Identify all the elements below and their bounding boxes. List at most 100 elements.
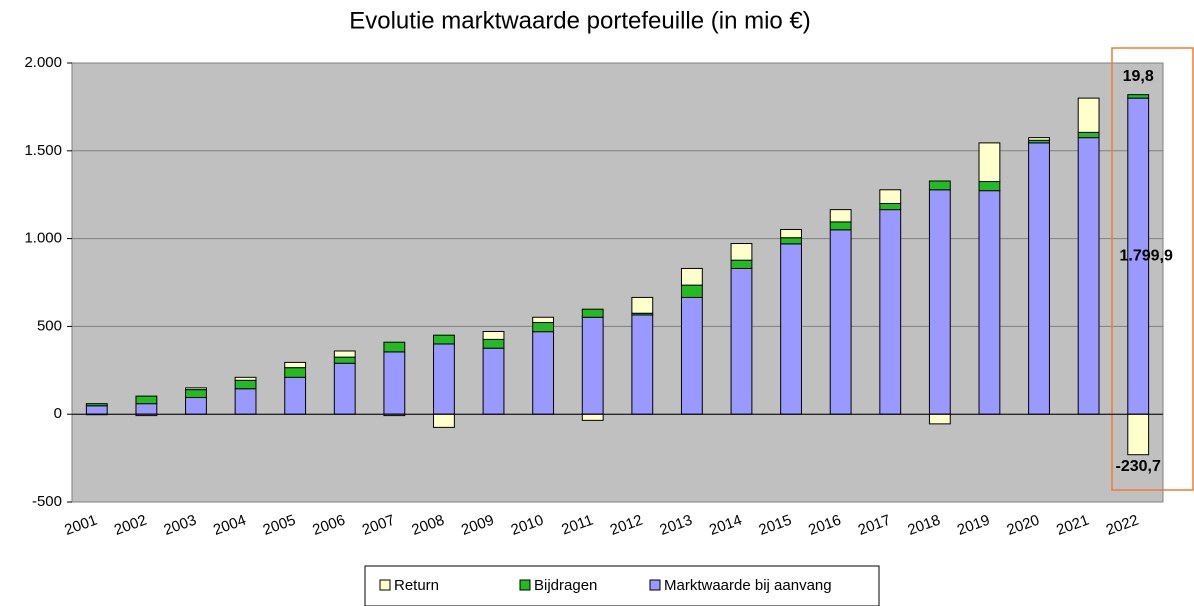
bar-segment bbox=[234, 376, 257, 381]
x-tick-label: 2014 bbox=[707, 512, 744, 539]
x-tick-label: 2022 bbox=[1104, 512, 1141, 539]
bar-segment bbox=[829, 229, 852, 415]
bar-segment bbox=[978, 181, 1001, 192]
x-tick-label: 2018 bbox=[905, 512, 942, 539]
bar-segment bbox=[680, 267, 703, 286]
bar-segment bbox=[333, 356, 356, 364]
x-tick-label: 2002 bbox=[112, 512, 149, 539]
bar-segment bbox=[433, 334, 455, 345]
bar-segment bbox=[85, 403, 108, 407]
y-tick-label: 1.000 bbox=[24, 230, 62, 247]
x-tick-label: 2006 bbox=[310, 512, 347, 539]
bar-segment bbox=[680, 296, 703, 415]
bar-segment bbox=[829, 209, 852, 223]
bar-segment bbox=[185, 397, 207, 415]
bar-segment bbox=[482, 347, 505, 415]
x-tick-label: 2016 bbox=[806, 512, 843, 539]
x-tick-label: 2021 bbox=[1054, 512, 1091, 539]
x-tick-label: 2005 bbox=[261, 512, 298, 539]
y-tick-label: -500 bbox=[32, 493, 62, 510]
bar-segment bbox=[482, 338, 505, 349]
bar-segment bbox=[284, 367, 307, 378]
bar-segment bbox=[433, 413, 455, 428]
bar-segment bbox=[1028, 142, 1050, 415]
x-tick-label: 2008 bbox=[409, 512, 446, 539]
bar-segment bbox=[581, 316, 604, 415]
y-tick-label: 2.000 bbox=[24, 54, 62, 71]
data-label: -230,7 bbox=[1116, 458, 1161, 475]
bar-segment bbox=[631, 314, 654, 415]
x-tick-label: 2020 bbox=[1005, 512, 1042, 539]
highlight-box bbox=[1111, 47, 1194, 491]
bar-segment bbox=[532, 316, 555, 324]
bar-segment bbox=[581, 413, 604, 421]
bar-segment bbox=[333, 362, 356, 415]
bar-segment bbox=[333, 350, 356, 358]
bar-segment bbox=[1077, 137, 1100, 415]
bar-segment bbox=[185, 389, 207, 399]
bar-segment bbox=[928, 189, 951, 415]
x-tick-label: 2001 bbox=[62, 512, 99, 539]
bar-segment bbox=[730, 243, 753, 261]
x-tick-label: 2011 bbox=[559, 512, 595, 539]
bar-segment bbox=[1077, 131, 1100, 139]
bar-segment bbox=[730, 267, 753, 415]
y-tick-label: 1.500 bbox=[24, 142, 62, 159]
bar-segment bbox=[1127, 413, 1150, 456]
bar-segment bbox=[383, 351, 406, 415]
legend bbox=[364, 565, 880, 606]
chart-title: Evolutie marktwaarde portefeuille (in mi… bbox=[349, 7, 811, 34]
legend-swatch bbox=[649, 579, 661, 591]
x-tick-label: 2007 bbox=[360, 512, 397, 539]
legend-label: Marktwaarde bij aanvang bbox=[664, 577, 832, 594]
bar-segment bbox=[532, 331, 555, 415]
bar-segment bbox=[234, 388, 257, 415]
bar-segment bbox=[730, 259, 753, 269]
x-tick-label: 2017 bbox=[856, 512, 893, 539]
bar-segment bbox=[482, 330, 505, 340]
bar-segment bbox=[978, 190, 1001, 415]
bar-segment bbox=[879, 202, 902, 211]
x-tick-label: 2013 bbox=[657, 512, 694, 539]
bar-segment bbox=[383, 341, 406, 353]
bar-segment bbox=[284, 376, 307, 415]
bar-segment bbox=[829, 221, 852, 231]
bar-segment bbox=[1077, 97, 1100, 133]
bar-segment bbox=[978, 142, 1001, 183]
bar-segment bbox=[581, 308, 604, 318]
data-label: 19,8 bbox=[1123, 68, 1154, 85]
x-tick-label: 2004 bbox=[211, 512, 248, 539]
legend-label: Bijdragen bbox=[534, 577, 597, 594]
legend-swatch bbox=[519, 579, 531, 591]
x-tick-label: 2003 bbox=[162, 512, 199, 539]
bar-segment bbox=[135, 395, 158, 405]
bar-segment bbox=[879, 189, 902, 204]
y-tick-label: 0 bbox=[54, 405, 62, 422]
x-tick-label: 2019 bbox=[955, 512, 992, 539]
bar-segment bbox=[284, 361, 307, 369]
legend-label: Return bbox=[394, 577, 439, 594]
bar-segment bbox=[185, 387, 207, 391]
bar-segment bbox=[532, 322, 555, 333]
bar-segment bbox=[234, 379, 257, 390]
bar-segment bbox=[780, 243, 802, 415]
bar-segment bbox=[135, 403, 158, 415]
bar-segment bbox=[680, 284, 703, 298]
x-tick-label: 2010 bbox=[509, 512, 546, 539]
bar-segment bbox=[1028, 137, 1050, 141]
bar-segment bbox=[1127, 94, 1150, 99]
bar-segment bbox=[928, 413, 951, 425]
bar-segment bbox=[780, 237, 802, 245]
x-tick-label: 2015 bbox=[757, 512, 794, 539]
bar-segment bbox=[928, 180, 951, 191]
legend-swatch bbox=[379, 579, 391, 591]
bar-segment bbox=[780, 228, 802, 239]
data-label: 1.799,9 bbox=[1120, 247, 1173, 264]
bar-segment bbox=[879, 209, 902, 415]
bar-segment bbox=[85, 405, 108, 415]
bar-segment bbox=[433, 343, 455, 415]
y-tick-label: 500 bbox=[37, 317, 62, 334]
bar-segment bbox=[631, 296, 654, 314]
